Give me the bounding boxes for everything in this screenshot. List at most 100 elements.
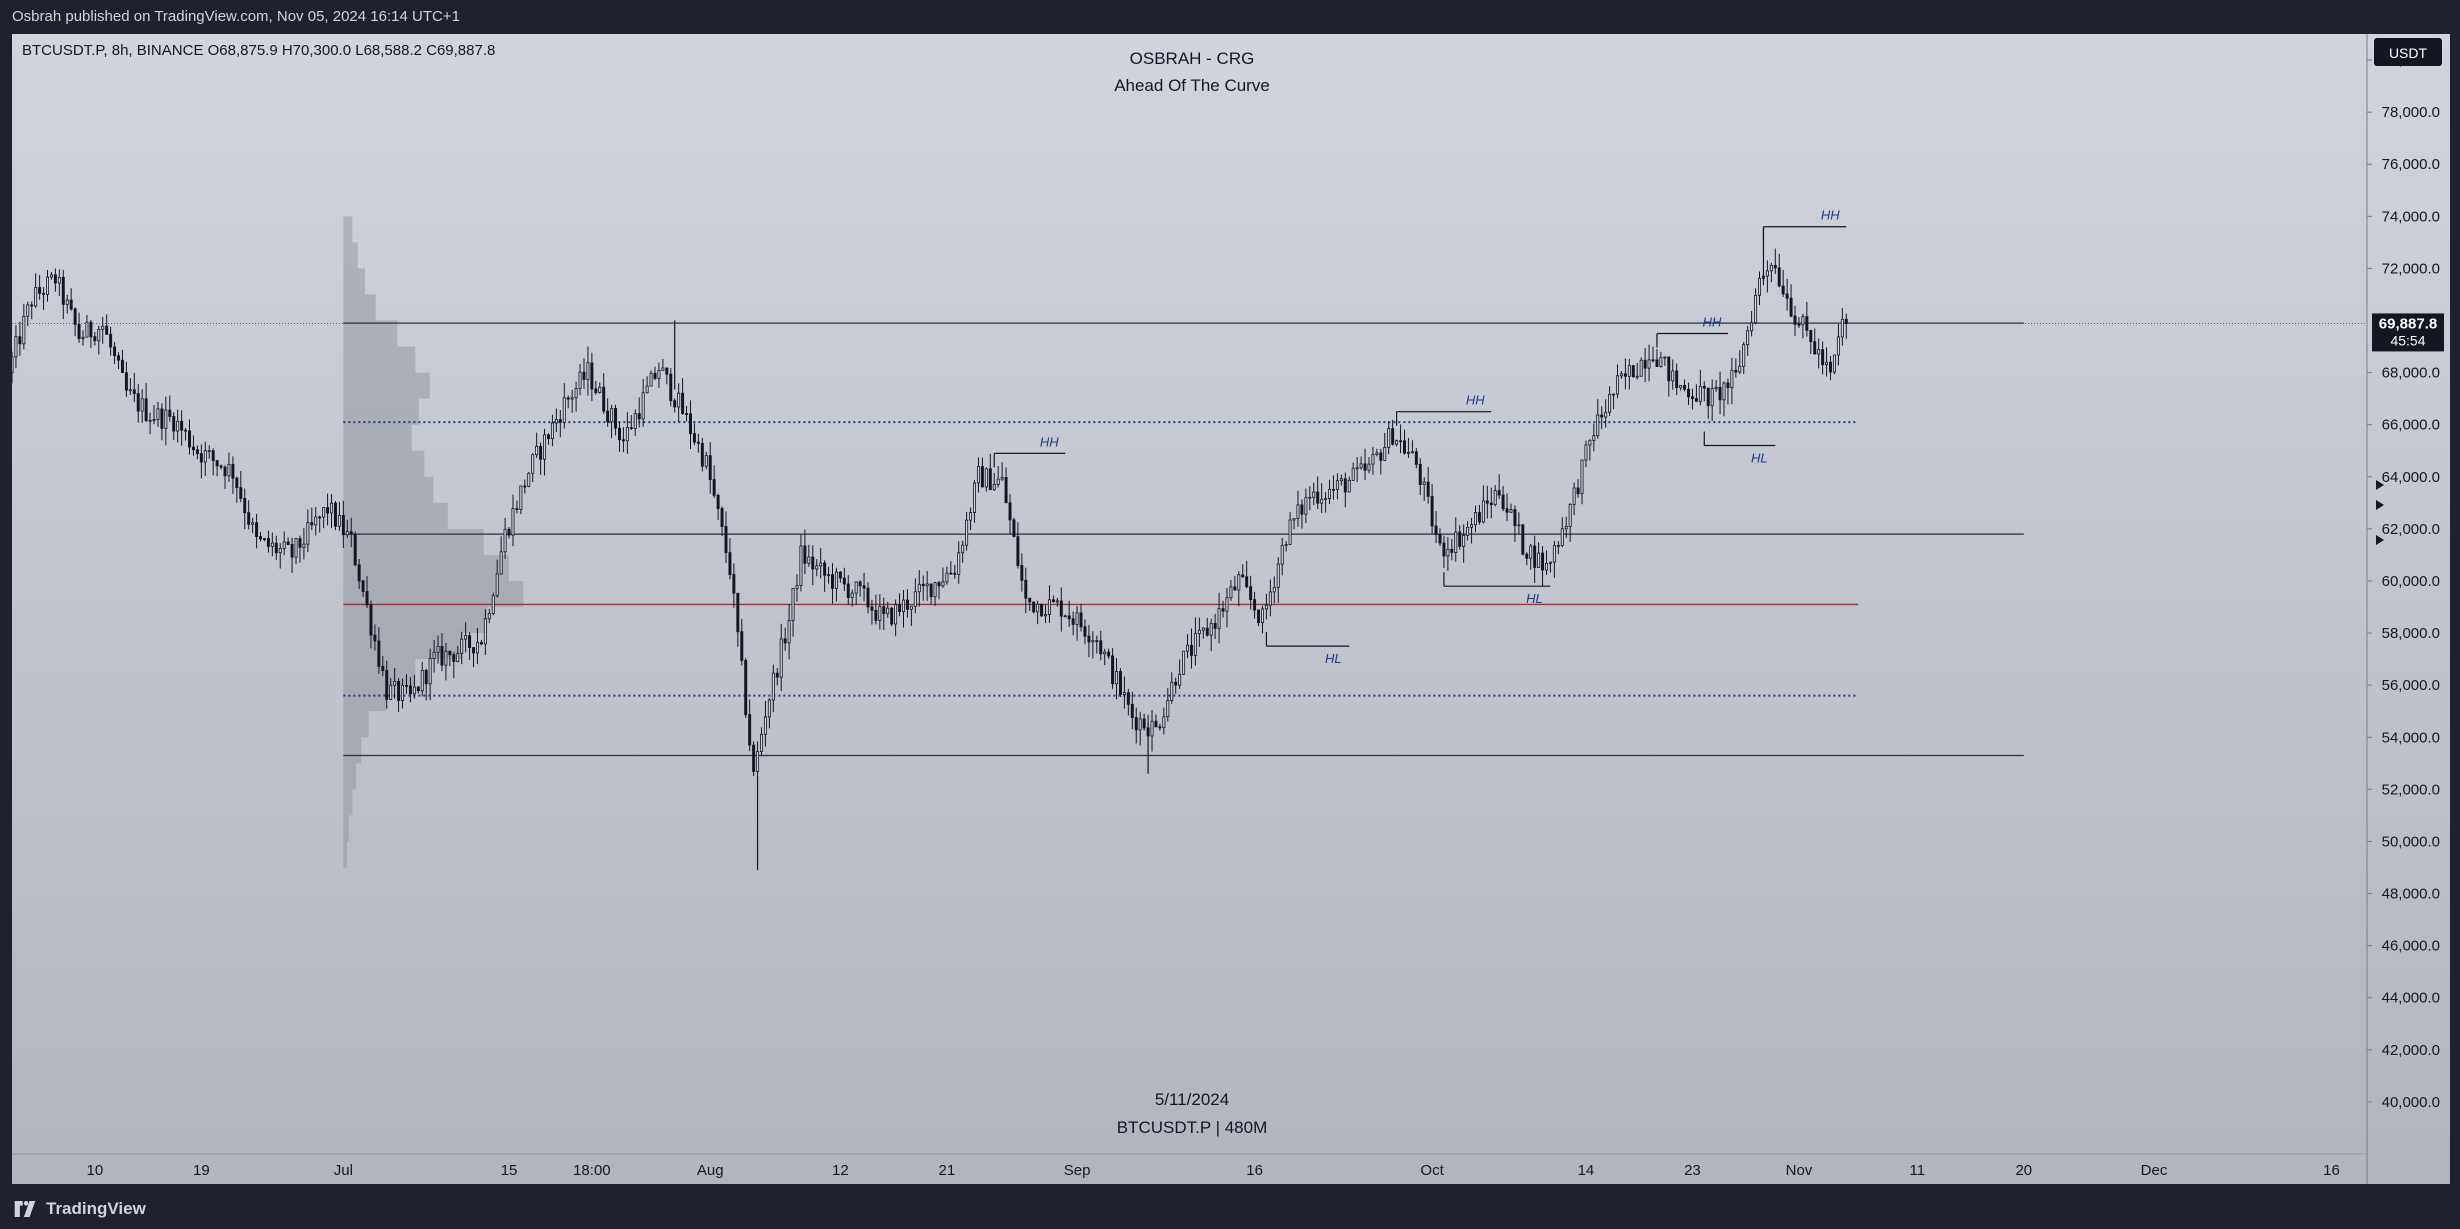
candle	[294, 538, 298, 565]
candle	[582, 358, 586, 389]
candle	[909, 605, 913, 626]
candle	[1115, 658, 1119, 700]
candle	[1442, 535, 1446, 569]
volume-profile-bin	[343, 554, 509, 581]
tradingview-logo[interactable]: TradingView	[12, 1198, 146, 1220]
candle	[1821, 341, 1825, 375]
candle	[132, 372, 136, 402]
candle	[913, 578, 917, 614]
candle	[669, 368, 673, 407]
candle	[499, 536, 503, 575]
candle	[1233, 576, 1237, 591]
candle	[1706, 387, 1710, 419]
candle	[1813, 328, 1817, 355]
candle	[566, 395, 570, 409]
candle	[77, 312, 81, 343]
candle	[1458, 525, 1462, 550]
candle	[578, 363, 582, 396]
currency-badge[interactable]: USDT	[2374, 38, 2442, 66]
candle	[689, 400, 692, 449]
candle	[1537, 542, 1541, 568]
candle	[752, 741, 756, 777]
tradingview-brand: TradingView	[46, 1199, 146, 1218]
symbol-ohlc-legend: BTCUSDT.P, 8h, BINANCE O68,875.9 H70,300…	[22, 42, 495, 59]
candle	[302, 527, 306, 560]
swing-mark-hh: HH	[1395, 393, 1492, 426]
candle	[791, 587, 795, 637]
candle	[744, 657, 748, 719]
candle	[602, 373, 606, 414]
volume-profile-bin	[343, 502, 448, 529]
scale-markers[interactable]	[2376, 480, 2384, 545]
candle	[306, 509, 310, 553]
candle	[992, 472, 996, 491]
candle	[1308, 486, 1312, 511]
candle	[1612, 393, 1616, 410]
candle	[223, 465, 227, 489]
candle	[1675, 363, 1679, 396]
candle	[783, 627, 787, 651]
candle	[511, 494, 515, 547]
candle	[412, 674, 416, 699]
candle	[404, 674, 408, 694]
candle	[389, 678, 393, 701]
candle	[850, 589, 854, 607]
swing-mark-label: HH	[1040, 434, 1059, 449]
x-tick-label: Sep	[1064, 1162, 1091, 1179]
candle	[1328, 479, 1332, 505]
candle	[1300, 499, 1304, 529]
y-tick-label: 56,000.0	[2382, 677, 2440, 694]
candle	[1099, 630, 1103, 661]
last-price-tag: 69,887.8 45:54	[2372, 313, 2444, 352]
candle	[823, 560, 827, 592]
chart-subtitle: Ahead Of The Curve	[1114, 76, 1270, 95]
candle	[231, 456, 235, 494]
candle	[14, 325, 18, 369]
candle	[310, 507, 314, 531]
candle	[1489, 487, 1493, 519]
candle	[1158, 723, 1162, 731]
candle	[1485, 485, 1489, 519]
candle	[1371, 446, 1375, 475]
candle	[1253, 591, 1257, 619]
candle	[1588, 439, 1592, 461]
candle	[614, 404, 618, 436]
candle	[393, 667, 397, 699]
candle	[736, 592, 740, 647]
y-tick-label: 40,000.0	[2382, 1094, 2440, 1111]
swing-mark-label: HH	[1466, 393, 1485, 408]
candle	[440, 633, 444, 672]
candle	[1083, 619, 1087, 645]
footer-bar: TradingView	[0, 1190, 2460, 1229]
x-tick-label: Aug	[697, 1162, 724, 1179]
candle	[460, 631, 464, 665]
candle	[1663, 356, 1667, 366]
candle	[546, 433, 550, 445]
candle	[878, 594, 882, 630]
volume-profile-bin	[343, 476, 434, 503]
candle	[1292, 518, 1296, 530]
volume-profile-bin	[343, 320, 398, 347]
candle	[1130, 691, 1134, 730]
candle	[1746, 325, 1750, 357]
candle	[657, 362, 661, 389]
arrow-right-icon	[2376, 480, 2384, 490]
publish-info: Osbrah published on TradingView.com, Nov…	[12, 8, 460, 25]
candle	[1288, 512, 1292, 546]
candle	[1608, 386, 1612, 416]
candle	[483, 609, 487, 656]
candle	[195, 445, 199, 460]
time-axis[interactable]: 10 19 Jul 15 18:00 Aug 12 21 Sep 16 Oct 14 23 Nov 11 20…	[86, 1162, 2339, 1179]
candle	[369, 600, 373, 649]
candle	[1075, 606, 1079, 641]
candle	[870, 599, 874, 625]
candle	[937, 580, 941, 600]
candle	[696, 433, 700, 453]
candle	[57, 269, 61, 296]
candle	[341, 500, 345, 548]
candle	[444, 642, 448, 681]
candle	[1359, 456, 1363, 470]
